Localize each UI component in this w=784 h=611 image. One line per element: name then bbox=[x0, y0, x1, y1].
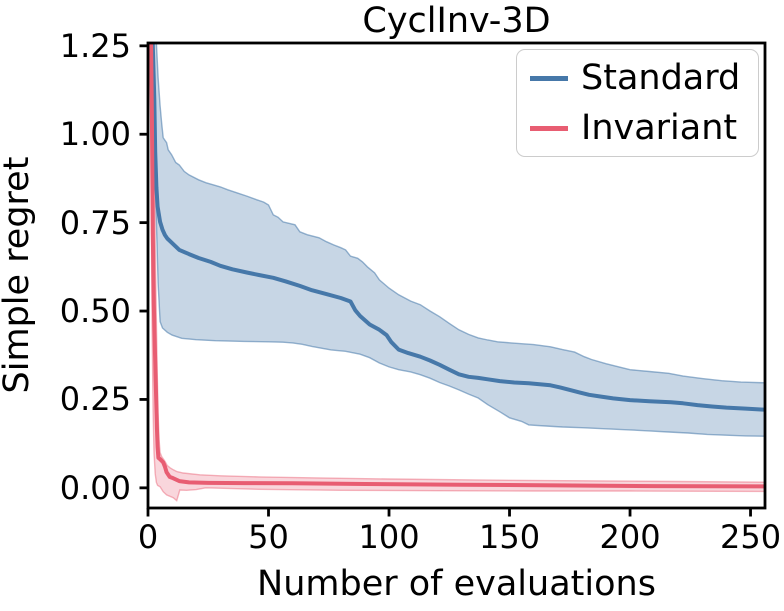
band-edge-invariant-lower bbox=[149, 43, 765, 502]
band-edge-standard-lower bbox=[148, 43, 765, 437]
legend-line-invariant-icon bbox=[530, 125, 568, 131]
chart-title: CyclInv-3D bbox=[362, 1, 551, 41]
y-tick-label: 0.75 bbox=[59, 203, 131, 242]
plot-frame bbox=[146, 41, 767, 510]
y-tick-label: 0.00 bbox=[59, 468, 131, 507]
x-tick-label: 150 bbox=[478, 518, 541, 556]
line-invariant bbox=[149, 43, 765, 489]
legend-label-standard: Standard bbox=[581, 58, 741, 98]
legend-label-invariant: Invariant bbox=[581, 108, 738, 148]
legend: Standard Invariant bbox=[516, 49, 759, 157]
y-axis-label: Simple regret bbox=[0, 156, 37, 394]
y-tick-label: 1.00 bbox=[59, 115, 131, 154]
x-axis-label: Number of evaluations bbox=[257, 564, 656, 604]
x-tick-label: 0 bbox=[137, 518, 159, 556]
x-tick-label: 200 bbox=[599, 518, 661, 556]
legend-item-invariant: Invariant bbox=[517, 103, 758, 153]
line-standard bbox=[150, 43, 765, 412]
x-tick-label: 100 bbox=[358, 518, 420, 556]
x-tick-label: 250 bbox=[719, 518, 782, 556]
y-tick-label: 0.50 bbox=[59, 292, 131, 331]
y-tick-label: 0.25 bbox=[59, 380, 131, 419]
band-edge-standard-upper bbox=[155, 43, 765, 384]
x-tick-label: 50 bbox=[248, 518, 289, 556]
y-tick-label: 1.25 bbox=[59, 26, 131, 65]
legend-line-standard-icon bbox=[530, 75, 568, 81]
band-standard bbox=[149, 43, 765, 437]
legend-item-standard: Standard bbox=[517, 53, 758, 103]
band-edge-invariant-upper bbox=[152, 43, 765, 483]
